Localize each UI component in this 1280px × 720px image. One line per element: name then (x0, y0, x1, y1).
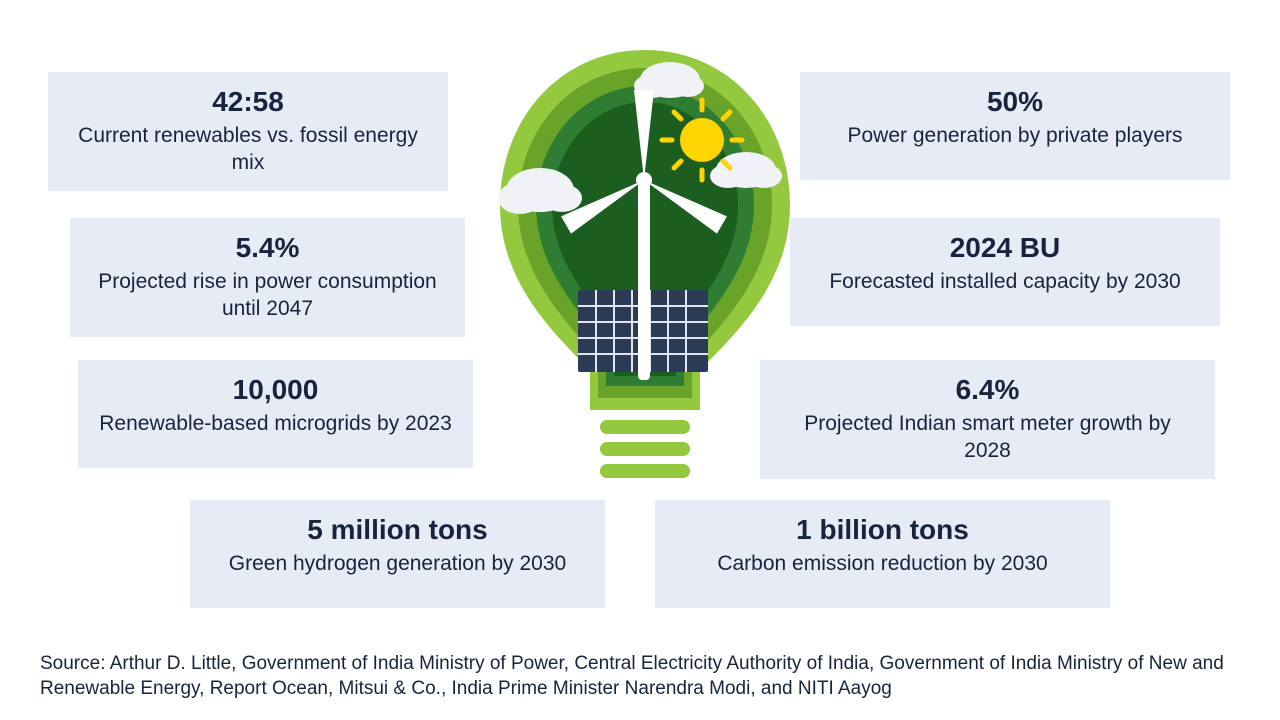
stat-desc: Current renewables vs. fossil energy mix (66, 122, 430, 177)
stat-box-consumption-rise: 5.4% Projected rise in power consumption… (70, 218, 465, 337)
stat-desc: Projected rise in power consumption unti… (88, 268, 447, 323)
stat-value: 5.4% (88, 232, 447, 264)
stat-box-smart-meter: 6.4% Projected Indian smart meter growth… (760, 360, 1215, 479)
stat-box-green-hydrogen: 5 million tons Green hydrogen generation… (190, 500, 605, 608)
stat-desc: Carbon emission reduction by 2030 (673, 550, 1092, 577)
stat-desc: Forecasted installed capacity by 2030 (808, 268, 1202, 295)
stat-value: 5 million tons (208, 514, 587, 546)
infographic-canvas: 42:58 Current renewables vs. fossil ener… (0, 0, 1280, 720)
stat-desc: Renewable-based microgrids by 2023 (96, 410, 455, 437)
stat-value: 1 billion tons (673, 514, 1092, 546)
lightbulb-illustration (480, 40, 810, 480)
stat-box-carbon-reduction: 1 billion tons Carbon emission reduction… (655, 500, 1110, 608)
stat-desc: Power generation by private players (818, 122, 1212, 149)
stat-box-private-players: 50% Power generation by private players (800, 72, 1230, 180)
stat-value: 10,000 (96, 374, 455, 406)
stat-value: 42:58 (66, 86, 430, 118)
stat-box-energy-mix: 42:58 Current renewables vs. fossil ener… (48, 72, 448, 191)
stat-value: 50% (818, 86, 1212, 118)
stat-box-microgrids: 10,000 Renewable-based microgrids by 202… (78, 360, 473, 468)
stat-value: 6.4% (778, 374, 1197, 406)
stat-box-installed-capacity: 2024 BU Forecasted installed capacity by… (790, 218, 1220, 326)
source-citation: Source: Arthur D. Little, Government of … (40, 651, 1240, 702)
stat-value: 2024 BU (808, 232, 1202, 264)
stat-desc: Green hydrogen generation by 2030 (208, 550, 587, 577)
stat-desc: Projected Indian smart meter growth by 2… (778, 410, 1197, 465)
